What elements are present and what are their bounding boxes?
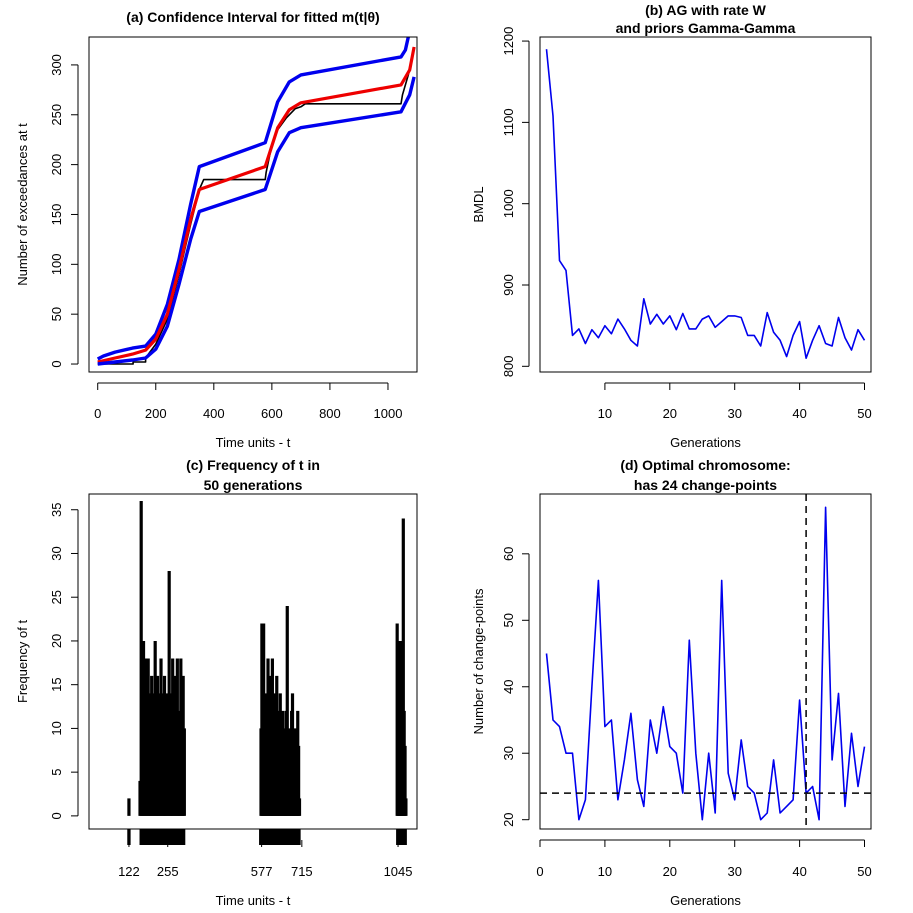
y-tick-label-c: 10 xyxy=(49,721,64,735)
y-tick-label-b: 800 xyxy=(501,355,516,377)
y-tick-label-d: 30 xyxy=(501,746,516,760)
x-tick-label-a: 800 xyxy=(319,406,341,421)
x-tick-label-b: 20 xyxy=(663,406,677,421)
y-tick-label-d: 60 xyxy=(501,547,516,561)
y-tick-label-c: 35 xyxy=(49,503,64,517)
plot-area-a xyxy=(96,37,416,366)
plot-area-b xyxy=(545,49,866,360)
y-tick-label-d: 50 xyxy=(501,613,516,627)
y-tick-label-a: 100 xyxy=(49,253,64,275)
x-tick-label-b: 50 xyxy=(857,406,871,421)
x-tick-label-b: 40 xyxy=(792,406,806,421)
y-tick-label-a: 50 xyxy=(49,307,64,321)
x-tick-label-c: 122 xyxy=(118,864,140,879)
y-tick-label-b: 1200 xyxy=(501,27,516,56)
x-tick-label-b: 30 xyxy=(727,406,741,421)
y-tick-label-a: 150 xyxy=(49,204,64,226)
y-tick-label-c: 15 xyxy=(49,677,64,691)
chart-title-c-0: (c) Frequency of t in xyxy=(186,457,320,473)
plot-area-c xyxy=(127,500,408,816)
y-tick-label-c: 30 xyxy=(49,546,64,560)
y-tick-label-c: 0 xyxy=(49,812,64,819)
y-tick-label-a: 300 xyxy=(49,54,64,76)
chart-title-d-1: has 24 change-points xyxy=(634,477,777,493)
chart-title-d-0: (d) Optimal chromosome: xyxy=(620,457,790,473)
series-line-a-observed xyxy=(97,46,415,365)
plot-frame-a xyxy=(88,36,418,373)
x-tick-label-a: 600 xyxy=(261,406,283,421)
series-line-a-lower xyxy=(97,76,416,366)
x-tick-label-d: 30 xyxy=(727,864,741,879)
y-axis-label-d: Number of change-points xyxy=(471,588,486,734)
y-tick-label-c: 25 xyxy=(49,590,64,604)
chart-title-a-0: (a) Confidence Interval for fitted m(t|θ… xyxy=(126,9,379,25)
y-tick-label-c: 5 xyxy=(49,769,64,776)
y-tick-label-d: 40 xyxy=(501,680,516,694)
x-axis-label-d: Generations xyxy=(670,893,741,908)
series-line-a-upper xyxy=(96,37,410,361)
x-tick-label-d: 50 xyxy=(857,864,871,879)
y-tick-label-a: 0 xyxy=(49,360,64,367)
plot-frame-d xyxy=(539,493,872,830)
y-tick-label-b: 1100 xyxy=(501,108,516,136)
y-tick-label-c: 20 xyxy=(49,634,64,648)
panel-c-frequency-of-t: (c) Frequency of t in 50 generations Time … xyxy=(15,457,418,908)
x-tick-label-a: 1000 xyxy=(374,406,403,421)
chart-title-c-1: 50 generations xyxy=(204,477,303,493)
panel-d-optimal-chromosome: (d) Optimal chromosome: has 24 change-poi… xyxy=(471,457,872,908)
series-line-d-change-points xyxy=(545,506,866,821)
y-tick-label-a: 250 xyxy=(49,104,64,126)
x-axis-label-c: Time units - t xyxy=(216,893,291,908)
chart-title-b-1: and priors Gamma-Gamma xyxy=(616,20,796,36)
plot-area-d xyxy=(540,494,871,829)
x-tick-label-c: 255 xyxy=(157,864,179,879)
x-tick-label-d: 40 xyxy=(792,864,806,879)
series-line-a-fitted xyxy=(97,46,416,364)
chart-title-b-0: (b) AG with rate W xyxy=(645,2,767,18)
series-line-b-BMDL xyxy=(545,49,866,360)
panel-a-confidence-interval: (a) Confidence Interval for fitted m(t|θ… xyxy=(15,9,418,450)
x-tick-label-b: 10 xyxy=(598,406,612,421)
y-tick-label-b: 900 xyxy=(501,274,516,296)
y-axis-label-c: Frequency of t xyxy=(15,620,30,703)
y-tick-label-b: 1000 xyxy=(501,189,516,218)
x-tick-label-d: 0 xyxy=(536,864,543,879)
x-tick-label-c: 577 xyxy=(251,864,273,879)
plot-frame-c xyxy=(88,493,418,830)
x-tick-label-a: 0 xyxy=(94,406,101,421)
y-axis-label-a: Number of exceedances at t xyxy=(15,123,30,286)
y-tick-label-a: 200 xyxy=(49,154,64,176)
panel-b-bmdl-generations: (b) AG with rate W and priors Gamma-Gamma… xyxy=(471,2,872,450)
x-tick-label-a: 400 xyxy=(203,406,225,421)
plot-frame-b xyxy=(539,36,872,373)
x-tick-label-c: 1045 xyxy=(384,864,413,879)
x-tick-label-c: 715 xyxy=(291,864,313,879)
x-axis-label-b: Generations xyxy=(670,435,741,450)
x-tick-label-a: 200 xyxy=(145,406,167,421)
x-axis-label-a: Time units - t xyxy=(216,435,291,450)
x-tick-label-d: 20 xyxy=(663,864,677,879)
y-axis-label-b: BMDL xyxy=(471,186,486,222)
y-tick-label-d: 20 xyxy=(501,812,516,826)
x-tick-label-d: 10 xyxy=(598,864,612,879)
